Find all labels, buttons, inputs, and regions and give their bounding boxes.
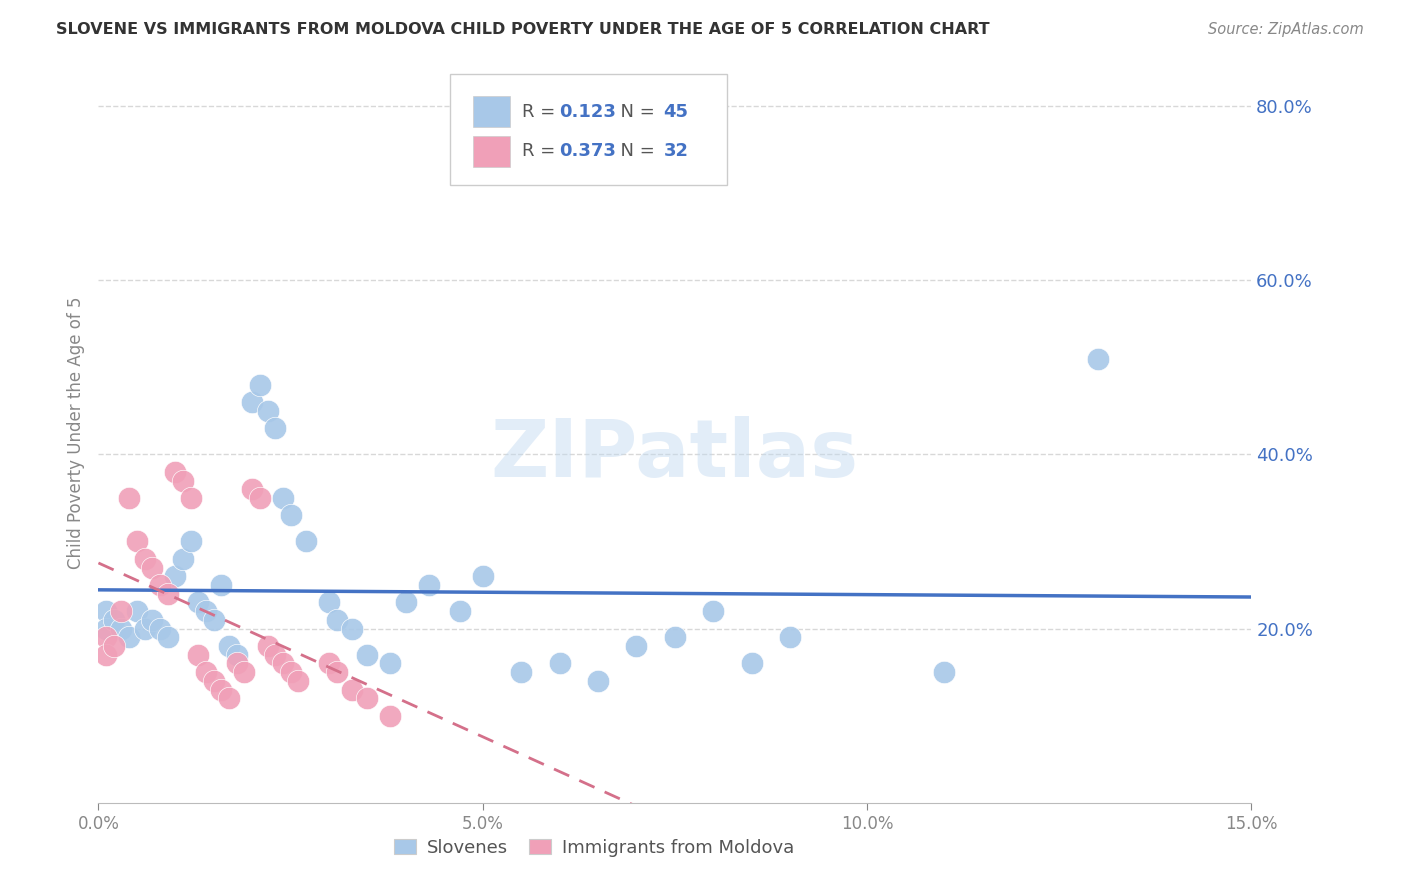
Point [202, 613, 225, 627]
Point [240, 395, 263, 409]
Point [325, 665, 347, 680]
Point [134, 552, 156, 566]
Point [218, 691, 240, 706]
Text: 0.123: 0.123 [560, 103, 616, 120]
Point [94, 622, 117, 636]
Point [741, 657, 763, 671]
Point [209, 682, 232, 697]
Legend: Slovenes, Immigrants from Moldova: Slovenes, Immigrants from Moldova [387, 831, 801, 864]
Point [172, 474, 194, 488]
Point [626, 639, 648, 653]
Point [195, 604, 218, 618]
Point [165, 465, 187, 479]
Text: N =: N = [609, 103, 661, 120]
Point [548, 657, 571, 671]
Point [380, 708, 402, 723]
Point [110, 604, 132, 618]
Point [141, 613, 163, 627]
Text: 45: 45 [664, 103, 689, 120]
Point [318, 595, 340, 609]
Point [94, 648, 117, 662]
Point [172, 552, 194, 566]
Text: ZIPatlas: ZIPatlas [491, 416, 859, 494]
Point [249, 491, 271, 505]
FancyBboxPatch shape [450, 73, 727, 185]
FancyBboxPatch shape [472, 136, 510, 167]
Point [118, 630, 141, 644]
Point [449, 604, 471, 618]
Point [264, 648, 287, 662]
Point [256, 404, 278, 418]
Point [202, 673, 225, 688]
Point [225, 648, 247, 662]
Point [125, 604, 148, 618]
Text: 32: 32 [664, 142, 689, 161]
Text: 0.373: 0.373 [560, 142, 616, 161]
Point [340, 622, 363, 636]
Point [195, 665, 218, 680]
Point [586, 673, 609, 688]
Point [256, 639, 278, 653]
Point [395, 595, 418, 609]
Text: N =: N = [609, 142, 661, 161]
Point [103, 639, 125, 653]
Point [209, 578, 232, 592]
Point [271, 491, 294, 505]
Point [340, 682, 363, 697]
Point [103, 613, 125, 627]
Point [225, 657, 247, 671]
Point [187, 595, 209, 609]
Point [156, 630, 179, 644]
Point [149, 622, 172, 636]
Point [280, 508, 302, 523]
Point [240, 482, 263, 496]
Point [664, 630, 686, 644]
Point [287, 673, 309, 688]
FancyBboxPatch shape [472, 96, 510, 128]
Point [141, 560, 163, 574]
Point [187, 648, 209, 662]
Point [1087, 351, 1109, 366]
Point [134, 622, 156, 636]
Y-axis label: Child Poverty Under the Age of 5: Child Poverty Under the Age of 5 [66, 296, 84, 569]
Point [318, 657, 340, 671]
Point [264, 421, 287, 435]
Point [165, 569, 187, 583]
Text: SLOVENE VS IMMIGRANTS FROM MOLDOVA CHILD POVERTY UNDER THE AGE OF 5 CORRELATION : SLOVENE VS IMMIGRANTS FROM MOLDOVA CHILD… [56, 22, 990, 37]
Point [180, 534, 202, 549]
Point [295, 534, 318, 549]
Point [94, 604, 117, 618]
Point [471, 569, 494, 583]
Point [325, 613, 347, 627]
Point [149, 578, 172, 592]
Point [218, 639, 240, 653]
Point [249, 377, 271, 392]
Point [418, 578, 440, 592]
Point [932, 665, 955, 680]
Point [356, 691, 378, 706]
Text: Source: ZipAtlas.com: Source: ZipAtlas.com [1208, 22, 1364, 37]
Point [125, 534, 148, 549]
Point [380, 657, 402, 671]
Point [280, 665, 302, 680]
Point [702, 604, 724, 618]
Point [110, 622, 132, 636]
Point [356, 648, 378, 662]
Point [94, 630, 117, 644]
Point [118, 491, 141, 505]
Point [156, 587, 179, 601]
Point [180, 491, 202, 505]
Text: R =: R = [522, 103, 561, 120]
Point [779, 630, 801, 644]
Point [271, 657, 294, 671]
Point [233, 665, 256, 680]
Point [510, 665, 533, 680]
Text: R =: R = [522, 142, 561, 161]
